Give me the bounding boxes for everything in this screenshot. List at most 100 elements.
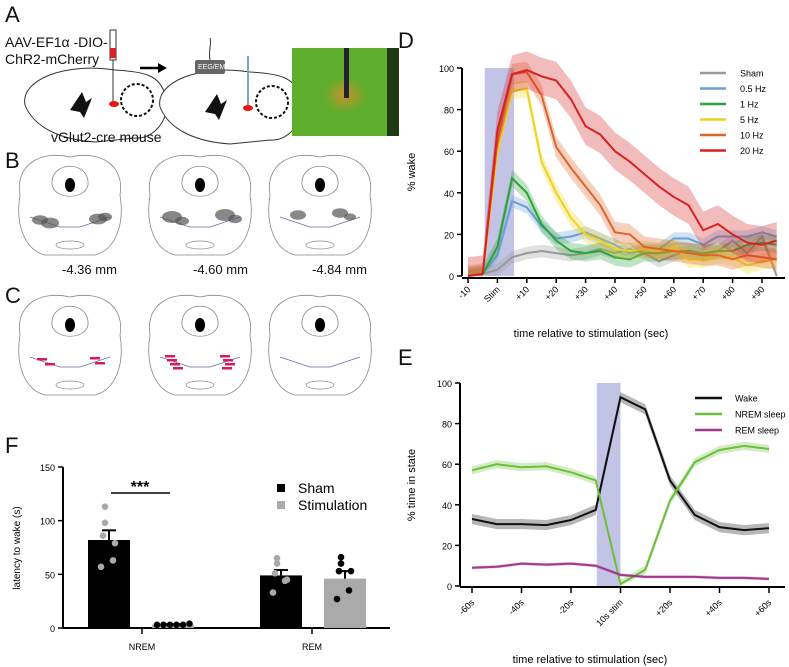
chart-d-legend-label: 1 Hz: [740, 100, 759, 110]
chart-e-legend-label: REM sleep: [735, 426, 779, 436]
section-b3-colliculus: [301, 165, 339, 197]
section-b1-outline: [18, 154, 122, 256]
chart-d-x-tick-label: +70: [690, 284, 708, 302]
chart-e-x-tick-label: 10s stim: [594, 597, 625, 628]
chart-e-series-0-line: [471, 395, 770, 532]
chart-f-data-point: [153, 621, 161, 629]
chart-f-legend-label: Sham: [298, 480, 335, 496]
chart-d-x-tick-label: +60: [660, 284, 678, 302]
chart-f-data-point: [273, 560, 281, 567]
section-b1-aqueduct: [65, 178, 75, 192]
chart-f-data-point: [281, 577, 289, 585]
chart-d-series-2-sem-band: [468, 169, 777, 276]
chart-d-y-tick-label: 40: [444, 189, 454, 199]
chart-f-y-label: latency to wake (s): [12, 506, 23, 589]
chart-f-data-point: [111, 539, 119, 547]
section-b1-expression-area: [41, 217, 59, 229]
chart-f-y-tick-label: 0: [50, 624, 55, 634]
fiber-tip-site: [243, 105, 253, 111]
chart-e-y-tick-label: 20: [442, 541, 452, 551]
chart-d-x-tick-label: +80: [719, 284, 737, 302]
chart-f-y-tick-label: 150: [40, 463, 55, 473]
chart-f-data-point: [101, 503, 109, 511]
chart-f-legend-swatch: [277, 484, 285, 492]
chart-d-series-2-line: [467, 176, 777, 277]
chart-d-series-0-line: [467, 234, 778, 277]
chart-d-y-tick-label: 20: [444, 230, 454, 240]
chart-f-bar: [260, 575, 302, 628]
section-b3-expression-area: [290, 210, 306, 220]
chart-e-x-tick-label: -40s: [506, 597, 526, 617]
stim-window: [596, 383, 621, 586]
section-c3-aqueduct: [315, 318, 325, 332]
chart-d-x-tick-label: +10: [513, 284, 531, 302]
chart-d-legend-label: 20 Hz: [740, 146, 764, 156]
chart-d-series-1-line: [467, 199, 777, 277]
chart-e-y-label: % time in state: [406, 449, 418, 521]
chart-e-y-tick-label: 80: [442, 420, 452, 430]
section-b2-pons: [185, 240, 215, 250]
section-b2-expression-area: [175, 216, 189, 226]
section-c3-pons: [305, 380, 335, 390]
chart-d-x-tick-label: +30: [572, 284, 590, 302]
chart-d-series-3-line: [467, 87, 777, 277]
chart-f-data-point: [337, 560, 345, 567]
chart-d-y-tick-label: 60: [444, 147, 454, 157]
chart-d-x-tick-label: -10: [456, 284, 472, 300]
section-c2-fiber-placement: [222, 367, 232, 370]
brain-injection-ventricle: [70, 92, 92, 118]
chart-d-series-1-sem-band: [468, 194, 777, 276]
histology-edge: [387, 48, 399, 136]
chart-f-data-point: [271, 569, 279, 577]
chart-d-y-label: % wake: [406, 153, 418, 192]
panel-label-f: F: [5, 433, 19, 458]
eeg-emg-headstage: [195, 60, 225, 74]
chart-d-series-5-line: [467, 69, 777, 277]
section-c3-outline: [268, 294, 372, 396]
chart-e-y-tick-label: 0: [447, 582, 452, 592]
mouse-label: vGlut2-cre mouse: [51, 129, 162, 145]
chart-d-legend-label: 10 Hz: [740, 131, 764, 141]
section-c1-outline: [18, 294, 122, 396]
chart-f-data-point: [273, 554, 281, 562]
section-b3-aqueduct: [315, 178, 325, 192]
chart-f-legend-label: Stimulation: [298, 497, 367, 513]
chart-f-data-point: [335, 567, 343, 575]
chart-e-y-tick-label: 40: [442, 501, 452, 511]
section-c1-aqueduct: [65, 318, 75, 332]
section-b3-outline: [268, 154, 372, 256]
chart-f-data-point: [173, 621, 180, 629]
chart-f-data-point: [347, 567, 355, 575]
panel-label-d: D: [398, 28, 414, 53]
chart-d-y-tick-label: 100: [439, 64, 454, 74]
section-c2-aqueduct: [195, 318, 205, 332]
section-b1-colliculus: [51, 165, 89, 197]
section-b3-pontine-outline: [279, 216, 361, 228]
syringe-virus: [110, 48, 116, 58]
virus-label-1: AAV-EF1α -DIO-: [5, 34, 108, 50]
brain-implant-ventricle: [205, 94, 227, 120]
significance-label: ***: [131, 479, 150, 496]
section-c2-fiber-placement: [170, 363, 180, 366]
chart-d-legend-label: 5 Hz: [740, 115, 759, 125]
fiber-track: [344, 48, 349, 98]
chart-e-y-tick-label: 60: [442, 460, 452, 470]
section-c2-pons: [185, 380, 215, 390]
injection-site: [109, 101, 119, 107]
section-b2-expression-area: [228, 214, 242, 224]
section-c2-fiber-placement: [225, 363, 235, 366]
chart-e-x-tick-label: -20s: [556, 597, 576, 617]
section-c3-colliculus: [301, 305, 339, 337]
chart-f-data-point: [97, 563, 105, 571]
section-c1-fiber-placement: [90, 357, 100, 360]
chart-f-y-tick-label: 100: [40, 517, 55, 527]
chart-e-series-2-line: [471, 562, 770, 580]
section-b1-expression-area: [98, 212, 112, 222]
chart-f-x-tick-label: NREM: [129, 642, 156, 652]
chart-d-x-tick-label: +90: [749, 284, 767, 302]
chart-f-data-point: [345, 587, 353, 594]
section-c2-colliculus: [181, 305, 219, 337]
chart-f-data-point: [269, 589, 277, 596]
